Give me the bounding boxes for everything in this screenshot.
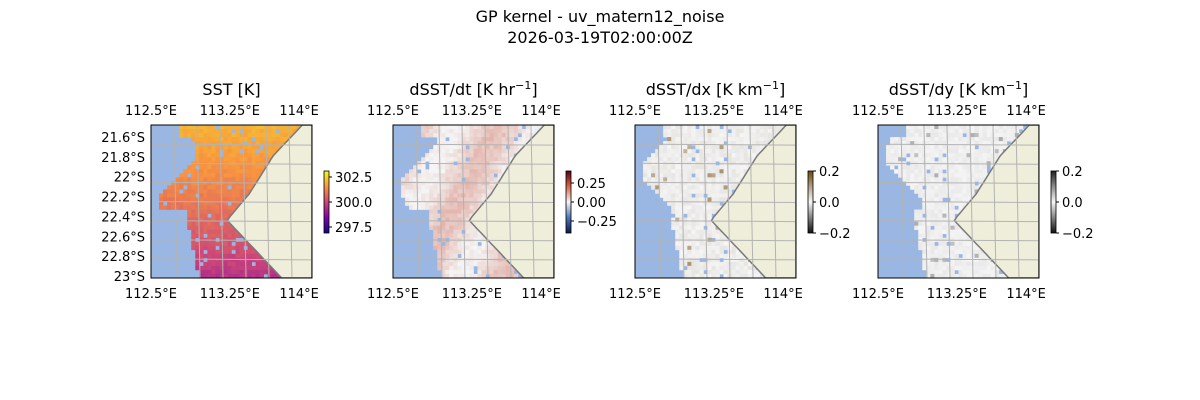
colorbar: 0.2 0.0 −0.2 bbox=[1050, 165, 1094, 242]
x-tick-label-bottom: 112.5°E bbox=[609, 287, 661, 302]
colorbar-tick-label: 0.2 bbox=[1062, 165, 1083, 180]
colorbar-tick-label: 0.0 bbox=[1062, 196, 1083, 211]
x-tick-label-top: 114°E bbox=[279, 104, 319, 119]
y-tick-label: 21.8°S bbox=[101, 151, 145, 166]
map-frame bbox=[392, 124, 555, 279]
x-tick-label-top: 112.5°E bbox=[852, 104, 904, 119]
map-area bbox=[393, 125, 554, 278]
y-tick-label: 21.6°S bbox=[101, 131, 145, 146]
colorbar-tick-label: −0.2 bbox=[1062, 227, 1094, 242]
x-tick-label-top: 114°E bbox=[521, 104, 561, 119]
panel-title: dSST/dt [K hr−1] bbox=[409, 79, 537, 100]
map-area bbox=[635, 125, 796, 278]
x-tick-label-top: 113.25°E bbox=[684, 104, 744, 119]
y-tick-label: 22.6°S bbox=[101, 230, 145, 245]
y-tick-label: 22.2°S bbox=[101, 191, 145, 206]
y-tick-label: 23°S bbox=[114, 270, 145, 285]
map-area bbox=[151, 125, 312, 278]
x-tick-label-bottom: 114°E bbox=[1006, 287, 1046, 302]
colorbar-tick-label: 302.5 bbox=[335, 171, 372, 186]
colorbar: 0.25 0.00 −0.25 bbox=[565, 170, 617, 234]
colorbar-tick-label: 0.0 bbox=[819, 196, 840, 211]
y-tick-label: 22°S bbox=[114, 171, 145, 186]
colorbar-tick-label: −0.25 bbox=[577, 215, 617, 230]
x-tick-label-bottom: 114°E bbox=[763, 287, 803, 302]
panel-4: dSST/dy [K km−1] 112.5°E 112.5°E 113.25°E 11… bbox=[852, 79, 1094, 303]
panels: SST [K] 112.5°E 112.5°E 113.25°E 113.25°E 114… bbox=[101, 79, 1093, 303]
y-tick-label: 22.4°S bbox=[101, 210, 145, 225]
x-tick-label-top: 114°E bbox=[763, 104, 803, 119]
panel-title: dSST/dx [K km−1] bbox=[646, 79, 785, 100]
figure-title: GP kernel - uv_matern12_noise bbox=[476, 7, 725, 27]
x-tick-label-bottom: 113.25°E bbox=[442, 287, 502, 302]
panel-title: SST [K] bbox=[202, 80, 260, 99]
x-tick-label-bottom: 113.25°E bbox=[684, 287, 744, 302]
colorbar: 302.5 300.0 297.5 bbox=[323, 170, 372, 236]
colorbar-tick-label: 0.00 bbox=[577, 196, 606, 211]
colorbar-tick-label: −0.2 bbox=[819, 227, 851, 242]
x-tick-label-bottom: 112.5°E bbox=[125, 287, 177, 302]
colorbar-tick-label: 297.5 bbox=[335, 221, 372, 236]
figure-subtitle: 2026-03-19T02:00:00Z bbox=[507, 28, 693, 47]
gridlines bbox=[151, 125, 312, 278]
map-area bbox=[878, 125, 1039, 278]
x-tick-label-top: 112.5°E bbox=[367, 104, 419, 119]
x-tick-label-top: 112.5°E bbox=[609, 104, 661, 119]
x-tick-label-top: 114°E bbox=[1006, 104, 1046, 119]
x-tick-label-bottom: 112.5°E bbox=[852, 287, 904, 302]
map-frame bbox=[150, 124, 313, 279]
map-frame bbox=[877, 124, 1040, 279]
x-tick-label-bottom: 113.25°E bbox=[927, 287, 987, 302]
x-tick-label-top: 113.25°E bbox=[442, 104, 502, 119]
x-tick-label-top: 112.5°E bbox=[125, 104, 177, 119]
panel-title: dSST/dy [K km−1] bbox=[889, 79, 1028, 100]
colorbar-tick-label: 0.2 bbox=[819, 165, 840, 180]
x-tick-label-top: 113.25°E bbox=[927, 104, 987, 119]
x-tick-label-top: 113.25°E bbox=[200, 104, 260, 119]
panel-2: dSST/dt [K hr−1] 112.5°E 112.5°E 113.25°E 11… bbox=[367, 79, 617, 303]
panel-1: SST [K] 112.5°E 112.5°E 113.25°E 113.25°E 114… bbox=[101, 80, 372, 302]
data-cells bbox=[159, 125, 305, 278]
x-tick-label-bottom: 114°E bbox=[279, 287, 319, 302]
map-frame bbox=[634, 124, 797, 279]
colorbar: 0.2 0.0 −0.2 bbox=[807, 165, 851, 242]
y-tick-label: 22.8°S bbox=[101, 250, 145, 265]
gridlines bbox=[635, 125, 796, 278]
panel-3: dSST/dx [K km−1] 112.5°E 112.5°E 113.25°E 11… bbox=[609, 79, 851, 303]
x-tick-label-bottom: 113.25°E bbox=[200, 287, 260, 302]
gridlines bbox=[878, 125, 1039, 278]
colorbar-tick-label: 300.0 bbox=[335, 196, 372, 211]
colorbar-tick-label: 0.25 bbox=[577, 177, 606, 192]
gridlines bbox=[393, 125, 554, 278]
x-tick-label-bottom: 114°E bbox=[521, 287, 561, 302]
x-tick-label-bottom: 112.5°E bbox=[367, 287, 419, 302]
